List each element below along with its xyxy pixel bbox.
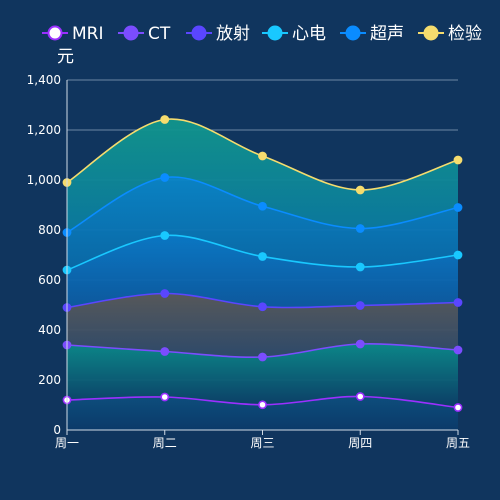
data-point-CT-周四[interactable] bbox=[355, 339, 365, 349]
area-MRI bbox=[67, 396, 458, 430]
x-tick-label: 周四 bbox=[348, 436, 372, 450]
data-point-放射-周四[interactable] bbox=[355, 301, 365, 310]
data-point-超声-周五[interactable] bbox=[453, 203, 463, 212]
area-layers bbox=[67, 119, 458, 430]
legend-label: 心电 bbox=[292, 24, 326, 44]
legend-marker bbox=[423, 25, 439, 41]
legend-item-MRI[interactable]: MRI bbox=[42, 24, 104, 44]
axes: 0 200 400 600 800 1,000 1,200 1,400 周一 周二 周三 周四 周五 bbox=[27, 73, 470, 450]
data-point-检验-周三[interactable] bbox=[258, 151, 267, 161]
data-point-放射-周三[interactable] bbox=[258, 302, 267, 312]
legend: MRI CT 放射 心电 超声 检验 bbox=[42, 24, 482, 44]
legend-label: MRI bbox=[72, 24, 104, 44]
data-point-放射-周二[interactable] bbox=[160, 289, 170, 298]
legend-label: 超声 bbox=[370, 24, 404, 44]
data-point-CT-周三[interactable] bbox=[258, 352, 267, 362]
data-point-检验-周五[interactable] bbox=[453, 155, 463, 165]
x-tick-label: 周一 bbox=[55, 436, 79, 450]
data-point-检验-周四[interactable] bbox=[355, 185, 365, 195]
y-tick-label: 200 bbox=[38, 373, 61, 387]
legend-marker bbox=[345, 25, 361, 41]
area-超声 bbox=[67, 176, 458, 270]
area-CT bbox=[67, 343, 458, 408]
legend-item-超声[interactable]: 超声 bbox=[340, 24, 404, 44]
x-tick-label: 周二 bbox=[153, 436, 177, 450]
data-point-超声-周三[interactable] bbox=[258, 201, 267, 211]
data-point-MRI-周四[interactable] bbox=[355, 392, 365, 401]
x-tick-label: 周五 bbox=[446, 436, 470, 450]
legend-marker bbox=[123, 25, 139, 41]
data-point-MRI-周五[interactable] bbox=[453, 403, 463, 412]
data-point-心电-周四[interactable] bbox=[355, 262, 365, 272]
data-point-心电-周三[interactable] bbox=[258, 252, 267, 261]
data-point-放射-周五[interactable] bbox=[453, 298, 463, 307]
y-tick-label: 1,000 bbox=[27, 173, 61, 187]
legend-marker bbox=[267, 25, 283, 41]
data-point-MRI-周二[interactable] bbox=[160, 392, 170, 402]
legend-item-检验[interactable]: 检验 bbox=[418, 24, 482, 44]
y-tick-label: 400 bbox=[38, 323, 61, 337]
area-检验 bbox=[67, 119, 458, 233]
data-point-超声-周二[interactable] bbox=[160, 173, 170, 182]
y-tick-label: 1,200 bbox=[27, 123, 61, 137]
data-point-心电-周二[interactable] bbox=[160, 231, 170, 240]
data-point-MRI-周三[interactable] bbox=[258, 400, 267, 410]
legend-item-放射[interactable]: 放射 bbox=[186, 24, 250, 44]
legend-label: 放射 bbox=[216, 24, 250, 44]
x-tick-label: 周三 bbox=[250, 436, 274, 450]
legend-marker bbox=[191, 25, 207, 41]
unit-label: 元 bbox=[57, 47, 74, 67]
data-point-检验-周二[interactable] bbox=[160, 115, 170, 124]
legend-marker bbox=[47, 25, 63, 41]
data-point-心电-周五[interactable] bbox=[453, 250, 463, 260]
legend-label: 检验 bbox=[448, 24, 482, 44]
legend-label: CT bbox=[148, 24, 171, 44]
data-point-超声-周四[interactable] bbox=[355, 224, 365, 233]
legend-item-CT[interactable]: CT bbox=[118, 24, 171, 44]
legend-item-心电[interactable]: 心电 bbox=[262, 24, 326, 44]
data-point-CT-周二[interactable] bbox=[160, 347, 170, 356]
y-tick-label: 1,400 bbox=[27, 73, 61, 87]
y-tick-label: 600 bbox=[38, 273, 61, 287]
data-point-CT-周五[interactable] bbox=[453, 345, 463, 355]
y-tick-label: 0 bbox=[53, 423, 61, 437]
y-tick-label: 800 bbox=[38, 223, 61, 237]
